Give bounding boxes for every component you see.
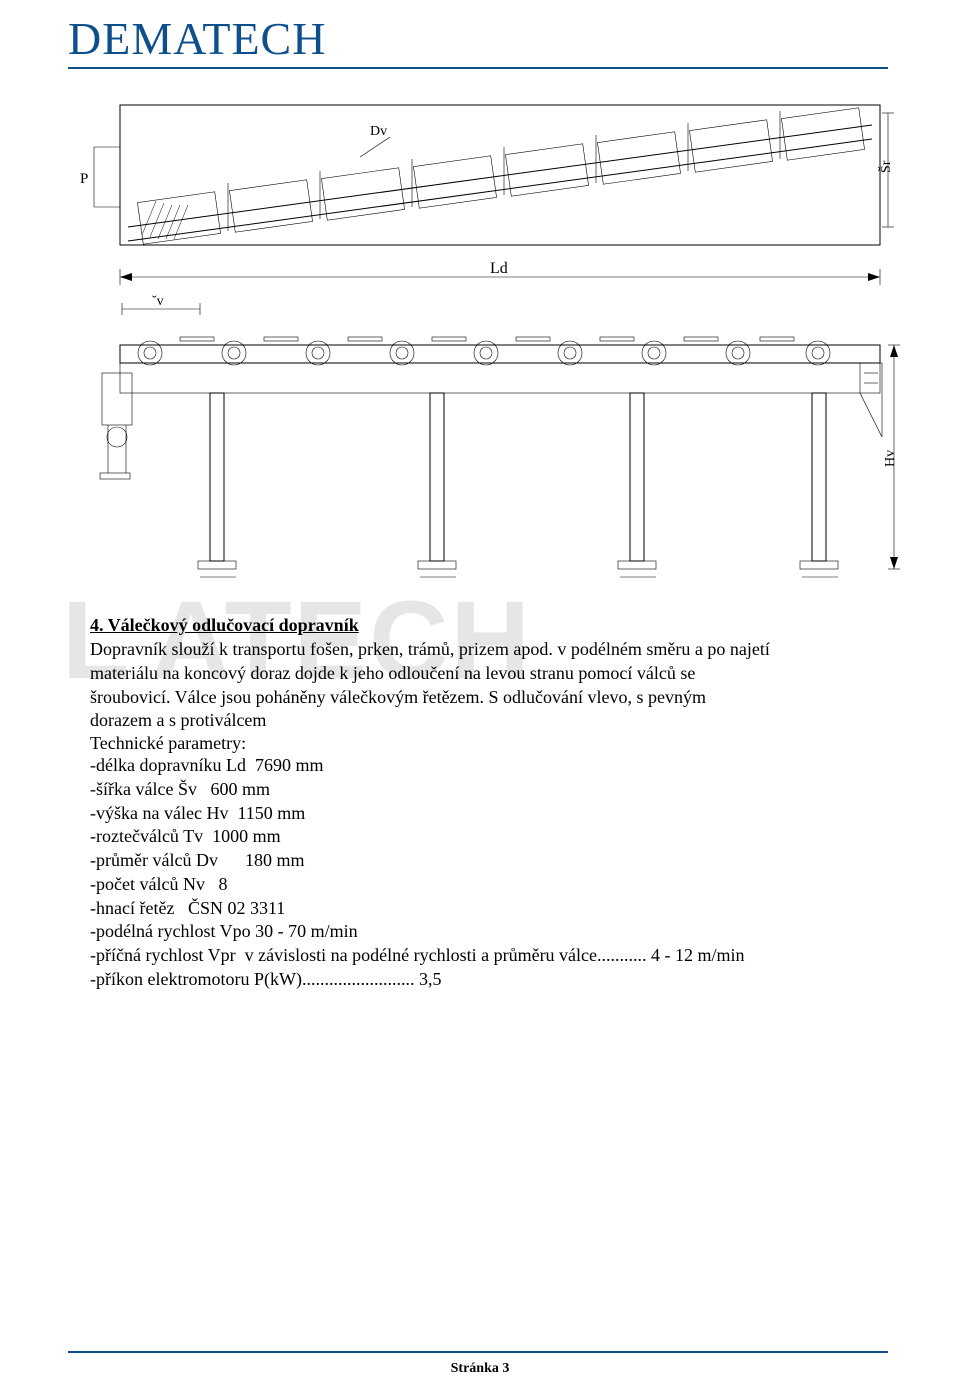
param-3-value: 1000 mm [212, 826, 281, 846]
param-7-label: -podélná rychlost Vpo [90, 921, 251, 941]
param-2-label: -výška na válec Hv [90, 803, 228, 823]
param-9-value: ......................... 3,5 [302, 969, 442, 989]
param-7: -podélná rychlost Vpo 30 - 70 m/min [90, 920, 890, 944]
brand-title: DEMATECH [68, 12, 960, 65]
param-0-label: -délka dopravníku Ld [90, 755, 246, 775]
param-2-value: 1150 mm [237, 803, 305, 823]
param-4-label: -průměr válců Dv [90, 850, 218, 870]
param-8-label: -příčná rychlost Vpr [90, 945, 236, 965]
label-lv: ˘v [152, 294, 164, 309]
param-4: -průměr válců Dv 180 mm [90, 849, 890, 873]
param-3: -roztečválců Tv 1000 mm [90, 825, 890, 849]
technical-drawing: P Dv Šr Ld ˘v [60, 77, 900, 597]
param-9: -příkon elektromotoru P(kW).............… [90, 968, 890, 992]
footer-rule [68, 1351, 888, 1353]
top-view [94, 105, 894, 245]
label-dv: Dv [370, 124, 387, 139]
param-2: -výška na válec Hv 1150 mm [90, 802, 890, 826]
tech-params-title: Technické parametry: [90, 733, 890, 754]
label-sr: Šr [877, 160, 894, 173]
label-ld: Ld [490, 260, 508, 277]
side-view [100, 337, 900, 577]
param-6: -hnací řetěz ČSN 02 3311 [90, 897, 890, 921]
param-1: -šířka válce Šv 600 mm [90, 778, 890, 802]
param-1-label: -šířka válce Šv [90, 779, 197, 799]
param-1-value: 600 mm [210, 779, 270, 799]
label-p: P [80, 171, 88, 187]
desc-line-2: šroubovicí. Válce jsou poháněny válečkov… [90, 686, 890, 710]
desc-line-3: dorazem a s protiválcem [90, 709, 890, 733]
param-6-label: -hnací řetěz [90, 898, 174, 918]
page-header: DEMATECH [0, 0, 960, 69]
param-8: -příčná rychlost Vpr v závislosti na pod… [90, 944, 890, 968]
param-5: -počet válců Nv 8 [90, 873, 890, 897]
desc-line-0: Dopravník slouží k transportu fošen, prk… [90, 638, 890, 662]
drawing-svg: P Dv Šr Ld ˘v [60, 77, 900, 597]
param-5-value: 8 [218, 874, 227, 894]
content: L ATECH 4. Válečkový odlučovací dopravní… [90, 615, 890, 992]
param-0-value: 7690 mm [255, 755, 324, 775]
page-number: Stránka 3 [0, 1361, 960, 1377]
label-hv: Hv [883, 450, 898, 467]
param-9-label: -příkon elektromotoru P(kW) [90, 969, 302, 989]
desc-line-1: materiálu na koncový doraz dojde k jeho … [90, 662, 890, 686]
section-title: 4. Válečkový odlučovací dopravník [90, 615, 890, 636]
param-7-value: 30 - 70 m/min [255, 921, 358, 941]
param-6-value: ČSN 02 3311 [188, 898, 285, 918]
param-8-value: v závislosti na podélné rychlosti a prům… [245, 945, 745, 965]
param-4-value: 180 mm [245, 850, 305, 870]
param-3-label: -roztečválců Tv [90, 826, 203, 846]
param-5-label: -počet válců Nv [90, 874, 205, 894]
param-0: -délka dopravníku Ld 7690 mm [90, 754, 890, 778]
header-rule [68, 67, 888, 69]
